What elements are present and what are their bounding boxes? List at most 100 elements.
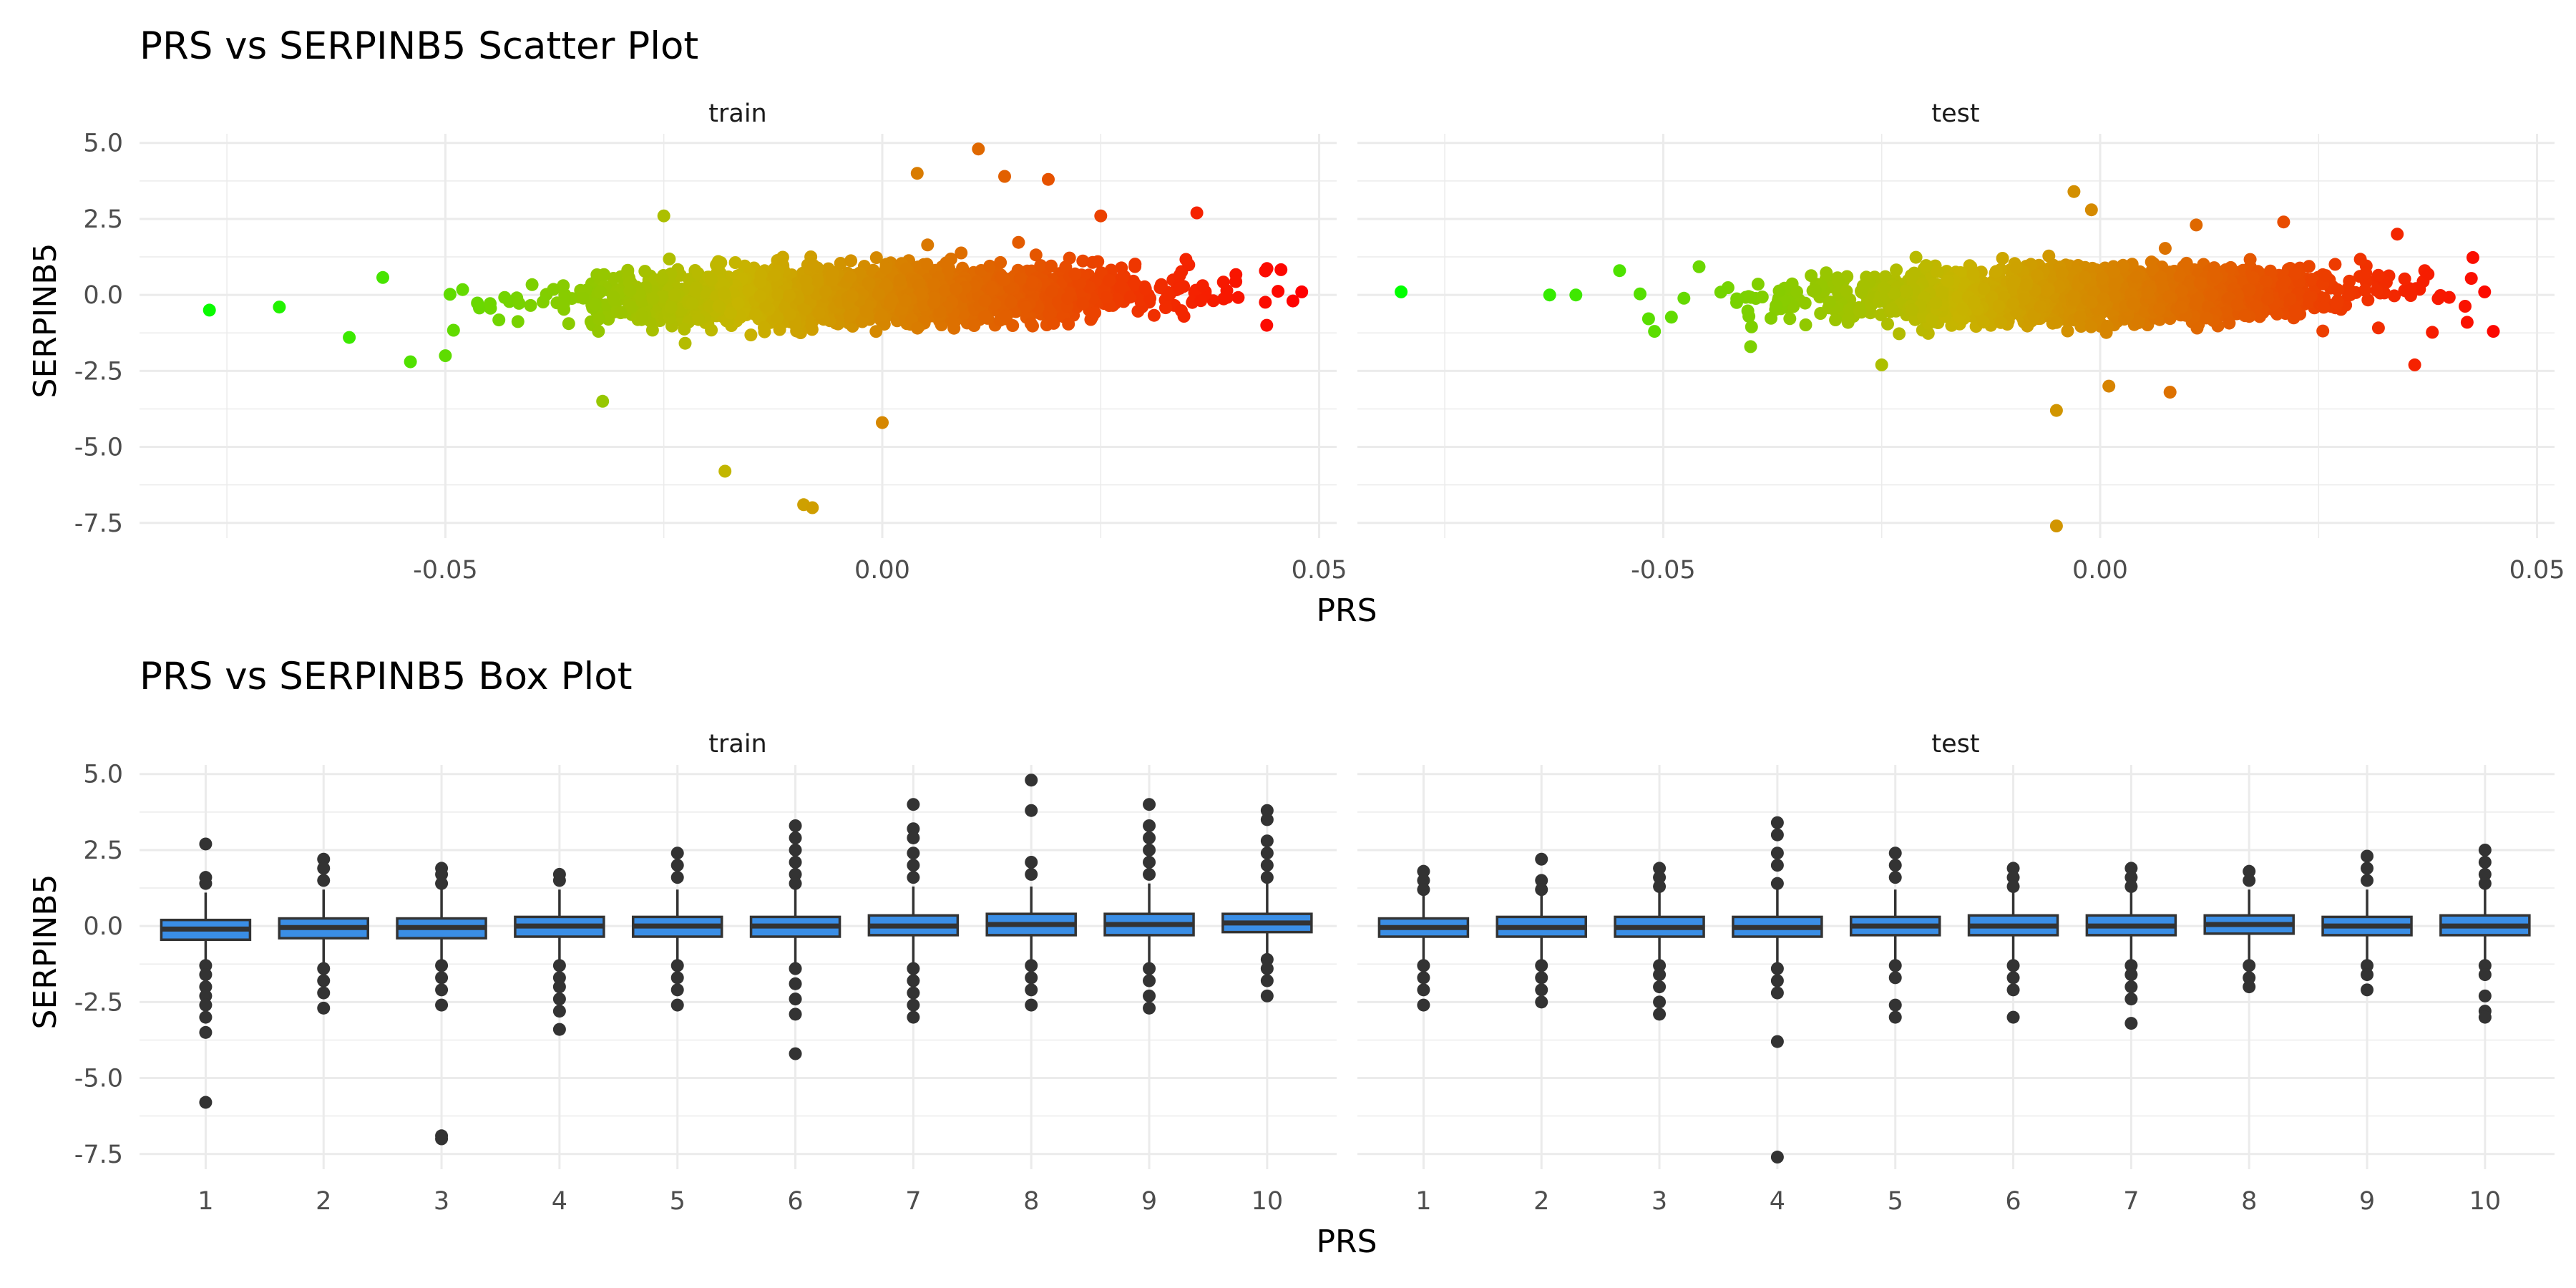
scatter-point bbox=[844, 254, 858, 268]
scatter-point bbox=[2158, 242, 2172, 255]
scatter-point bbox=[1060, 291, 1074, 305]
scatter-point bbox=[1000, 310, 1013, 323]
box-train-boxes bbox=[160, 774, 1313, 1146]
scatter-point bbox=[2250, 299, 2263, 313]
scatter-point bbox=[826, 267, 839, 280]
scatter-point bbox=[753, 289, 767, 303]
outlier-point bbox=[435, 998, 449, 1012]
scatter-point bbox=[997, 273, 1010, 287]
scatter-point bbox=[686, 296, 699, 310]
scatter-point bbox=[1641, 312, 1655, 326]
scatter-point bbox=[1875, 358, 1888, 371]
scatter-y-tick-labels: 5.02.50.0-2.5-5.0-7.5 bbox=[74, 130, 123, 538]
scatter-point bbox=[744, 328, 758, 342]
scatter-point bbox=[2223, 316, 2236, 330]
scatter-point bbox=[783, 289, 796, 303]
scatter-point bbox=[1890, 263, 1903, 277]
scatter-point bbox=[2317, 301, 2331, 314]
scatter-point bbox=[1744, 291, 1757, 304]
scatter-point bbox=[2464, 272, 2478, 286]
scatter-point bbox=[1045, 259, 1058, 273]
scatter-point bbox=[1714, 286, 1727, 299]
scatter-point bbox=[2353, 253, 2367, 266]
scatter-point bbox=[1977, 316, 1990, 329]
scatter-point bbox=[819, 285, 832, 298]
scatter-point bbox=[2050, 316, 2063, 329]
scatter-point bbox=[1755, 291, 1769, 303]
y-tick-label: 0.0 bbox=[83, 281, 123, 310]
scatter-point bbox=[443, 288, 457, 301]
scatter-point bbox=[885, 293, 899, 306]
scatter-point bbox=[1259, 264, 1272, 278]
scatter-point bbox=[2107, 265, 2120, 279]
scatter-point bbox=[872, 288, 885, 301]
scatter-point bbox=[1909, 250, 1923, 264]
scatter-point bbox=[1783, 312, 1797, 326]
scatter-point bbox=[2331, 283, 2344, 296]
scatter-point bbox=[1094, 209, 1108, 223]
scatter-point bbox=[606, 290, 620, 303]
scatter-point bbox=[1772, 284, 1786, 298]
scatter-point bbox=[1677, 291, 1691, 305]
scatter-point bbox=[577, 291, 590, 305]
scatter-point bbox=[1076, 297, 1090, 311]
outlier-point bbox=[317, 862, 331, 875]
scatter-point bbox=[2408, 358, 2421, 371]
scatter-point bbox=[614, 306, 628, 320]
scatter-point bbox=[1941, 274, 1955, 288]
scatter-point bbox=[657, 209, 670, 223]
scatter-point bbox=[1929, 296, 1943, 310]
scatter-point bbox=[1664, 311, 1678, 324]
scatter-point bbox=[844, 309, 857, 323]
scatter-point bbox=[899, 294, 912, 308]
outlier-point bbox=[199, 1096, 213, 1109]
scatter-point bbox=[1062, 317, 1075, 331]
scatter-point bbox=[927, 296, 940, 310]
outlier-point bbox=[435, 959, 449, 972]
scatter-point bbox=[1799, 318, 1813, 331]
scatter-point bbox=[203, 303, 216, 317]
scatter-point bbox=[1634, 287, 1646, 301]
scatter-point bbox=[1260, 318, 1274, 332]
scatter-point bbox=[1047, 316, 1060, 330]
scatter-point bbox=[705, 273, 718, 286]
scatter-point bbox=[893, 273, 907, 287]
scatter-point bbox=[1744, 340, 1757, 353]
scatter-point bbox=[537, 296, 550, 308]
scatter-point bbox=[1013, 272, 1027, 286]
scatter-point bbox=[1216, 275, 1230, 289]
scatter-chart: PRS vs SERPINB5 Scatter Plot train test … bbox=[27, 24, 2565, 629]
scatter-point bbox=[2008, 275, 2021, 288]
scatter-point bbox=[998, 170, 1011, 183]
scatter-point bbox=[1259, 296, 1272, 309]
scatter-point bbox=[812, 306, 826, 320]
scatter-point bbox=[1274, 263, 1288, 276]
scatter-point bbox=[1196, 279, 1209, 293]
outlier-point bbox=[552, 959, 566, 972]
scatter-point bbox=[2193, 276, 2207, 290]
scatter-point bbox=[2009, 260, 2023, 274]
scatter-point bbox=[1088, 306, 1102, 320]
scatter-point bbox=[876, 416, 889, 429]
scatter-point bbox=[712, 300, 726, 313]
scatter-point bbox=[771, 288, 785, 301]
scatter-point bbox=[2230, 298, 2244, 311]
scatter-strip-train: train bbox=[708, 99, 766, 128]
scatter-point bbox=[2049, 519, 2063, 532]
scatter-point bbox=[1893, 327, 1906, 341]
scatter-point bbox=[2288, 267, 2302, 280]
scatter-train-points bbox=[203, 142, 1309, 514]
scatter-point bbox=[2126, 297, 2140, 311]
outlier-point bbox=[435, 983, 449, 997]
scatter-point bbox=[1908, 266, 1921, 280]
scatter-point bbox=[2061, 324, 2074, 338]
scatter-point bbox=[547, 283, 560, 296]
scatter-point bbox=[2224, 260, 2238, 274]
scatter-point bbox=[524, 298, 537, 312]
scatter-point bbox=[2085, 296, 2099, 309]
outlier-point bbox=[435, 1132, 449, 1146]
scatter-point bbox=[2316, 324, 2330, 338]
scatter-point bbox=[801, 282, 814, 296]
scatter-point bbox=[1143, 292, 1157, 305]
scatter-point bbox=[773, 323, 786, 336]
